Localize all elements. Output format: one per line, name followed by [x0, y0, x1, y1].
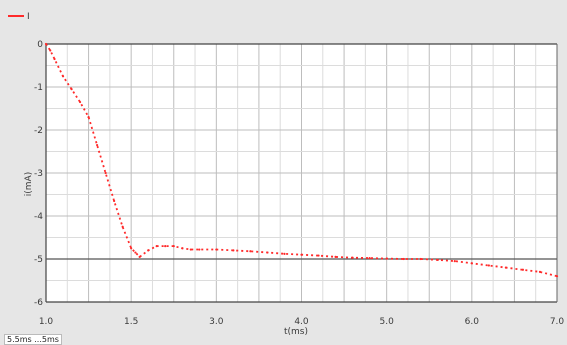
data-point — [470, 262, 473, 265]
data-point — [121, 225, 124, 228]
y-tick-label: -6 — [34, 298, 43, 308]
y-tick-label: -1 — [34, 83, 43, 93]
data-point — [266, 251, 269, 254]
y-tick-label: -4 — [34, 212, 43, 222]
x-tick-label: 7.0 — [550, 317, 565, 327]
data-point — [249, 250, 252, 253]
data-point — [61, 75, 65, 78]
series-layer — [44, 42, 559, 278]
data-point — [172, 245, 175, 248]
data-point — [555, 275, 559, 278]
series-line-i — [45, 43, 558, 278]
data-point — [70, 88, 73, 91]
x-tick-label: 4.0 — [294, 317, 309, 327]
x-tick-labels: 1.0 1.5 3.0 4.0 5.0 6.0 7.0 — [39, 317, 565, 327]
data-point — [334, 255, 337, 258]
data-point — [521, 268, 525, 271]
axes — [45, 43, 558, 303]
data-point — [87, 116, 90, 119]
data-point — [283, 252, 286, 255]
data-point — [104, 171, 107, 175]
data-point — [504, 266, 507, 269]
data-point — [164, 245, 167, 248]
x-tick-label: 1.5 — [124, 317, 138, 327]
y-axis-label: i(mA) — [24, 172, 34, 196]
data-point — [96, 143, 99, 147]
data-point — [181, 247, 184, 250]
data-point — [155, 245, 158, 248]
y-tick-label: -2 — [34, 126, 43, 136]
data-point — [44, 42, 48, 46]
data-point — [134, 251, 137, 254]
data-point — [189, 248, 192, 251]
data-point — [351, 256, 354, 259]
data-point — [300, 253, 303, 256]
legend-label-i: I — [27, 12, 30, 22]
legend: I — [8, 12, 30, 22]
data-point — [113, 199, 116, 203]
x-tick-label: 3.0 — [209, 317, 224, 327]
x-tick-label: 6.0 — [465, 317, 480, 327]
data-point — [138, 255, 141, 258]
y-tick-label: -3 — [34, 169, 43, 179]
data-point — [198, 248, 201, 251]
data-point — [232, 249, 235, 252]
data-point — [368, 257, 371, 260]
x-axis-label: t(ms) — [284, 327, 308, 337]
data-point — [385, 257, 388, 260]
y-tick-label: 0 — [37, 40, 43, 50]
data-point — [436, 258, 439, 261]
data-point — [402, 257, 405, 261]
data-point — [317, 254, 320, 257]
data-point — [487, 264, 490, 267]
data-point — [538, 270, 542, 273]
data-point — [215, 248, 218, 251]
data-point — [147, 249, 150, 252]
data-point — [53, 57, 56, 61]
data-point — [453, 260, 456, 263]
x-tick-label: 1.0 — [39, 317, 54, 327]
data-point — [78, 100, 82, 104]
y-tick-label: -5 — [34, 255, 43, 265]
status-readout: 5.5ms ...5ms — [4, 334, 62, 345]
data-point — [419, 257, 422, 261]
data-point — [49, 49, 52, 52]
x-tick-label: 5.0 — [380, 317, 395, 327]
data-point — [130, 247, 133, 250]
y-tick-labels: 0 -1 -2 -3 -4 -5 -6 — [34, 40, 43, 308]
